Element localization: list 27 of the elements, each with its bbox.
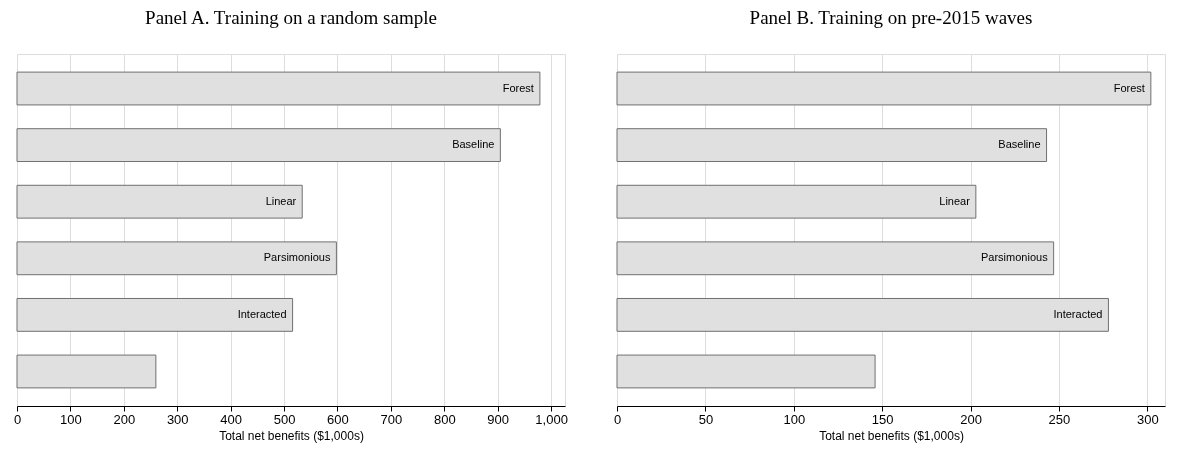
- x-tick-label: 500: [273, 411, 296, 427]
- x-tick-label: 300: [166, 411, 189, 427]
- category-label: Forest: [502, 81, 534, 94]
- x-axis-title: Total net benefits ($1,000s): [819, 428, 964, 443]
- x-tick-label: 700: [380, 411, 403, 427]
- x-tick-label: 100: [60, 411, 82, 427]
- x-axis-title: Total net benefits ($1,000s): [219, 428, 364, 443]
- category-label: Linear: [265, 194, 297, 207]
- x-tick-label: 50: [698, 411, 714, 427]
- x-tick-label: 300: [1136, 411, 1159, 427]
- x-tick-label: 0: [13, 411, 22, 427]
- chart-title: Panel B. Training on pre-2015 waves: [749, 7, 1033, 28]
- category-label: Interacted: [237, 307, 287, 320]
- x-tick-label: 200: [113, 411, 136, 427]
- x-tick-label: 400: [220, 411, 242, 427]
- category-label: Parsimonious: [263, 251, 331, 264]
- x-tick-label: 900: [487, 411, 510, 427]
- x-tick-label: 200: [960, 411, 982, 427]
- x-tick-label: 100: [783, 411, 806, 427]
- category-label: Baseline: [452, 138, 495, 151]
- x-tick-label: 250: [1048, 411, 1071, 427]
- x-tick-label: 600: [327, 411, 349, 427]
- x-tick-label: 0: [613, 411, 622, 427]
- x-tick-label: 150: [871, 411, 894, 427]
- x-tick-label: 1,000: [535, 411, 568, 427]
- chart-title: Panel A. Training on a random sample: [145, 7, 437, 28]
- x-tick-label: 800: [433, 411, 456, 427]
